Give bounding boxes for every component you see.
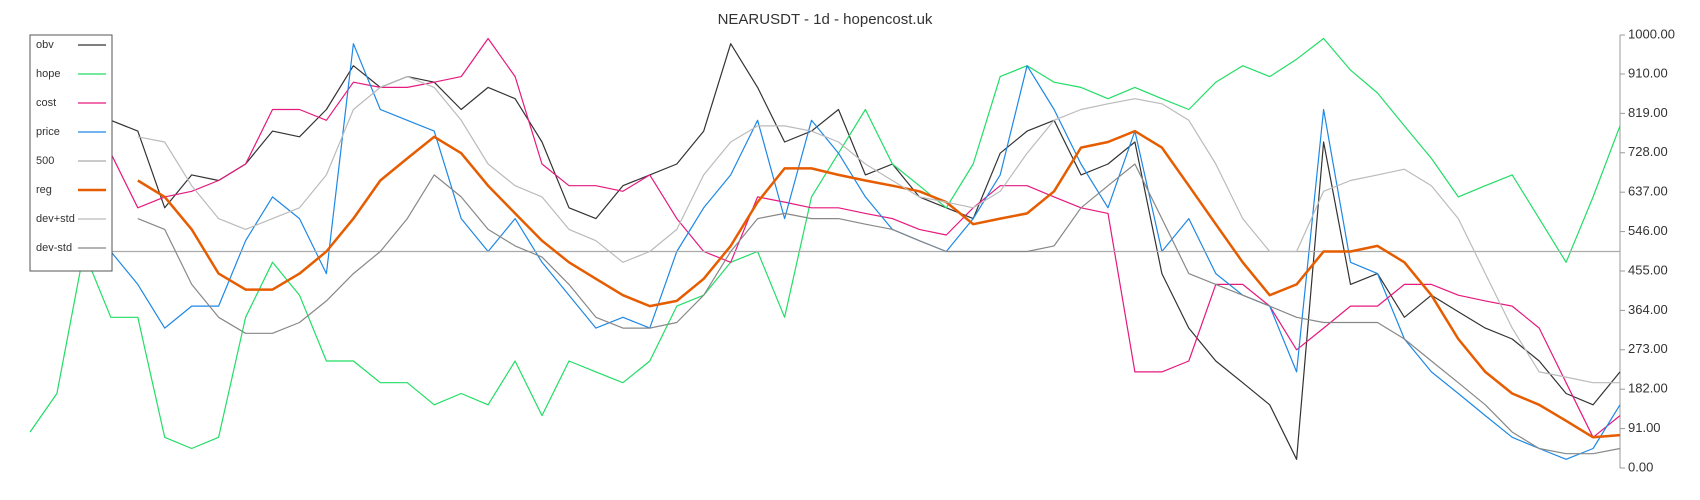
legend-label: hope xyxy=(36,68,60,80)
y-tick-label: 819.00 xyxy=(1628,105,1668,120)
series-line xyxy=(29,37,1621,438)
legend-label: 500 xyxy=(36,155,54,167)
y-tick-label: 273.00 xyxy=(1628,341,1668,356)
series-line xyxy=(137,76,1620,384)
legend-label: dev+std xyxy=(36,213,75,225)
y-tick-label: 728.00 xyxy=(1628,144,1668,159)
legend-label: obv xyxy=(36,39,54,51)
legend-label: reg xyxy=(36,184,52,196)
y-tick-label: 910.00 xyxy=(1628,65,1668,80)
legend-label: price xyxy=(36,126,60,138)
chart-title: NEARUSDT - 1d - hopencost.uk xyxy=(718,11,933,28)
y-tick-label: 1000.00 xyxy=(1628,26,1675,41)
legend-label: dev-std xyxy=(36,242,72,254)
series-line xyxy=(29,37,1621,450)
series-line xyxy=(29,43,1621,460)
y-tick-label: 546.00 xyxy=(1628,223,1668,238)
y-tick-label: 455.00 xyxy=(1628,262,1668,277)
y-tick-label: 0.00 xyxy=(1628,459,1653,474)
y-tick-label: 91.00 xyxy=(1628,420,1661,435)
y-tick-label: 182.00 xyxy=(1628,381,1668,396)
series-line xyxy=(137,129,1621,439)
y-tick-label: 637.00 xyxy=(1628,184,1668,199)
y-tick-label: 364.00 xyxy=(1628,302,1668,317)
series-line xyxy=(137,163,1621,455)
legend-label: cost xyxy=(36,97,56,109)
